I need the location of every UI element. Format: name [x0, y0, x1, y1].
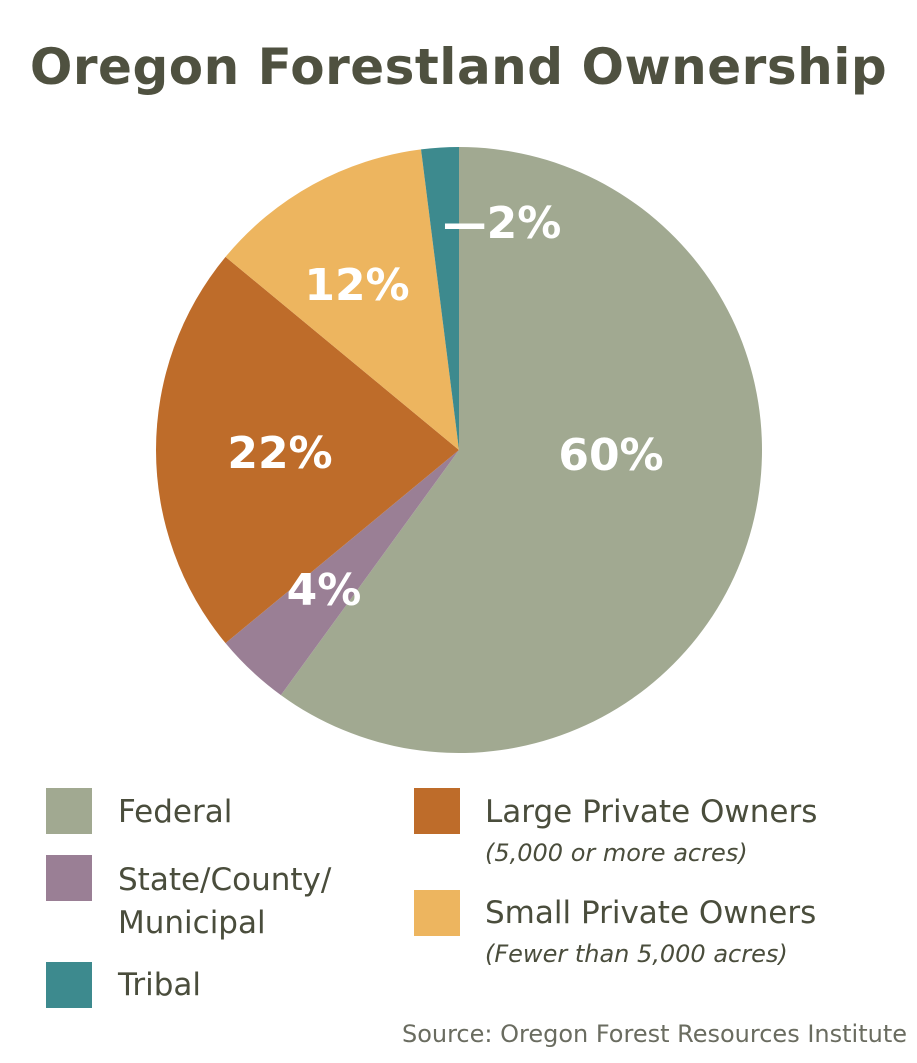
legend-swatch-federal — [46, 788, 92, 834]
legend-label-federal: Federal — [118, 794, 233, 830]
legend-note-small-private: (Fewer than 5,000 acres) — [485, 940, 788, 968]
pie-label-tribal: —2% — [443, 198, 562, 249]
pie-slice-federal — [280, 147, 762, 753]
legend-swatch-state — [46, 855, 92, 901]
pie-label-federal: 60% — [558, 430, 663, 481]
chart-title: Oregon Forestland Ownership — [29, 38, 888, 96]
legend-label-large-private: Large Private Owners — [485, 794, 818, 830]
legend-label-state-line2: Municipal — [118, 905, 266, 941]
pie-label-state-county-municipal: 4% — [287, 565, 362, 616]
source-note: Source: Oregon Forest Resources Institut… — [401, 1020, 907, 1048]
legend-note-large-private: (5,000 or more acres) — [485, 839, 748, 867]
legend-label-state-line1: State/County/ — [118, 862, 332, 898]
legend-swatch-small-private — [414, 890, 460, 936]
legend-label-small-private: Small Private Owners — [485, 895, 817, 931]
pie-slice-small-private-owners — [225, 149, 459, 450]
pie-label-large-private-owners: 22% — [227, 428, 332, 479]
pie-slice-large-private-owners — [156, 256, 459, 644]
pie-label-small-private-owners: 12% — [304, 260, 409, 311]
legend-swatch-large-private — [414, 788, 460, 834]
legend-swatch-tribal — [46, 962, 92, 1008]
pie-slice-tribal — [421, 147, 459, 450]
pie-slice-state-county-municipal — [225, 450, 459, 696]
legend-label-tribal: Tribal — [118, 967, 202, 1003]
